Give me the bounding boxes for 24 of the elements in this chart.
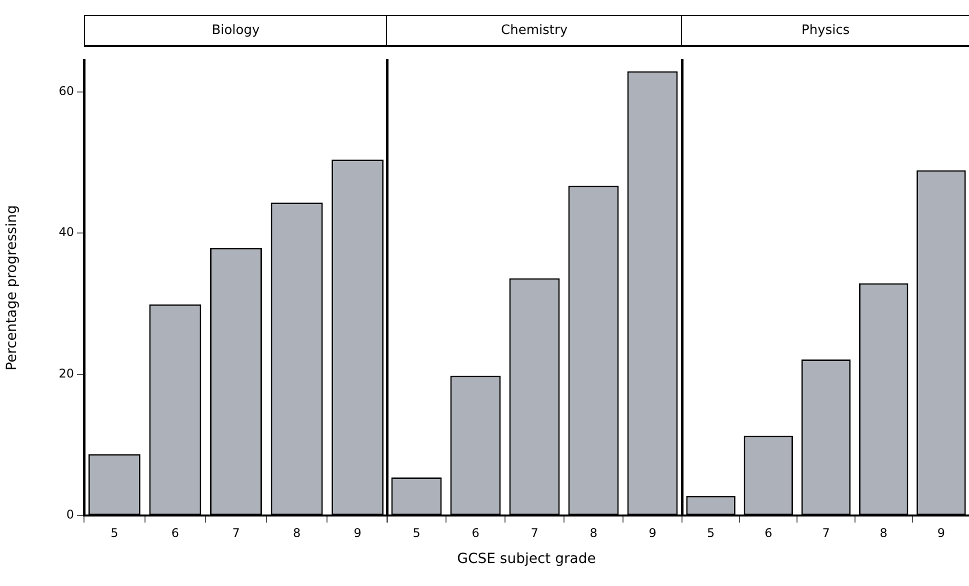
chart-title: Chemistry bbox=[386, 15, 682, 47]
x-tick-label: 6 bbox=[764, 526, 772, 540]
y-tick-label: 0 bbox=[66, 508, 74, 522]
x-tick-label: 7 bbox=[232, 526, 240, 540]
y-tick-label: 20 bbox=[58, 366, 74, 380]
x-tick-label: 9 bbox=[649, 526, 657, 540]
chart-title: Biology bbox=[84, 15, 386, 47]
x-tick-label: 8 bbox=[292, 526, 301, 540]
x-tick-label: 6 bbox=[171, 526, 180, 540]
y-tick-label: 60 bbox=[58, 84, 74, 98]
x-tick-label: 7 bbox=[531, 526, 539, 540]
x-tick-label: 5 bbox=[413, 526, 421, 540]
x-tick-label: 8 bbox=[590, 526, 598, 540]
x-tick-label: 8 bbox=[880, 526, 888, 540]
y-axis-title: Percentage progressing bbox=[4, 205, 20, 370]
x-axis-title: GCSE subject grade bbox=[456, 551, 597, 567]
x-tick-label: 9 bbox=[938, 526, 946, 540]
chart-title: Physics bbox=[681, 15, 969, 47]
x-tick-label: 7 bbox=[822, 526, 830, 540]
x-tick-label: 5 bbox=[110, 526, 118, 540]
y-tick-label: 40 bbox=[58, 225, 74, 240]
x-tick-label: 9 bbox=[354, 526, 362, 540]
x-tick-label: 5 bbox=[707, 526, 715, 540]
x-tick-label: 6 bbox=[472, 526, 480, 540]
